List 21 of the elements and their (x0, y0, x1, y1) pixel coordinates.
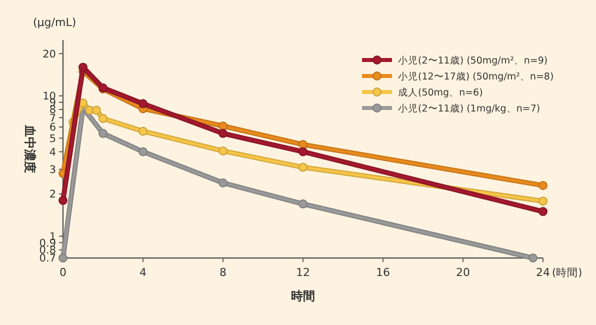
y-tick-label: 20 (42, 48, 56, 60)
y-tick-label: 3 (49, 164, 56, 176)
x-tick-label: 12 (296, 266, 310, 279)
legend-label: 成人(50mg、n=6) (398, 86, 483, 98)
x-tick-label: 8 (220, 266, 226, 279)
text: (時間) (552, 266, 582, 279)
x-tick-label: 16 (376, 266, 390, 279)
x-axis-title: 時間 (291, 289, 315, 303)
y-tick-label: 4 (49, 146, 56, 158)
x-tick-label: 4 (140, 266, 146, 279)
legend-label: 小児(2〜11歳) (50mg/m²、n=9) (398, 54, 548, 66)
legend-label: 小児(2〜11歳) (1mg/kg、n=7) (398, 102, 540, 114)
text: (μg/mL) (33, 16, 76, 29)
y-axis-title: 血中濃度 (23, 124, 37, 173)
x-tick-label: 24 (536, 266, 550, 279)
x-tick-label: 0 (60, 266, 66, 279)
x-tick-label: 20 (456, 266, 470, 279)
y-tick-label: 6 (49, 122, 56, 134)
legend-label: 小児(12〜17歳) (50mg/m²、n=8) (398, 70, 554, 82)
y-tick-label: 2 (49, 188, 56, 201)
y-tick-label: 5 (49, 132, 56, 145)
